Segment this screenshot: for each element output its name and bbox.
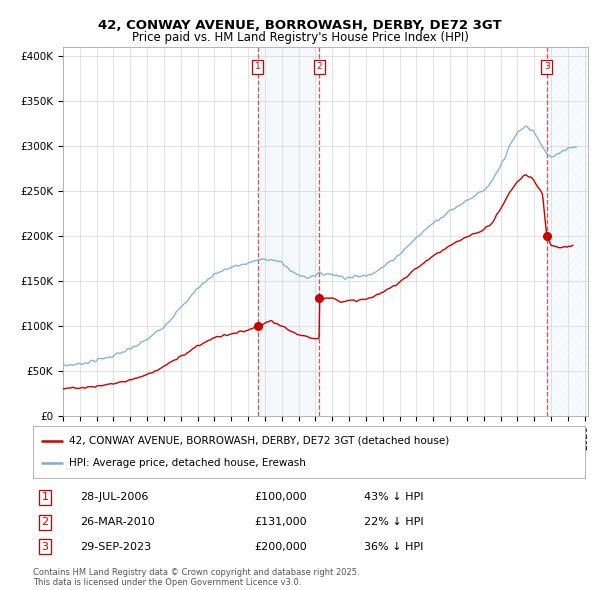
Text: £131,000: £131,000: [254, 517, 307, 527]
Bar: [257, 47, 319, 416]
Text: 29-SEP-2023: 29-SEP-2023: [80, 542, 151, 552]
Text: 2: 2: [41, 517, 49, 527]
Text: HPI: Average price, detached house, Erewash: HPI: Average price, detached house, Erew…: [69, 458, 306, 468]
Text: 3: 3: [41, 542, 49, 552]
Text: 1: 1: [255, 63, 260, 71]
Text: £100,000: £100,000: [254, 493, 307, 502]
Text: 26-MAR-2010: 26-MAR-2010: [80, 517, 155, 527]
Text: 28-JUL-2006: 28-JUL-2006: [80, 493, 148, 502]
Text: 42, CONWAY AVENUE, BORROWASH, DERBY, DE72 3GT (detached house): 42, CONWAY AVENUE, BORROWASH, DERBY, DE7…: [69, 435, 449, 445]
Bar: [547, 47, 588, 416]
Text: Price paid vs. HM Land Registry's House Price Index (HPI): Price paid vs. HM Land Registry's House …: [131, 31, 469, 44]
Text: 22% ↓ HPI: 22% ↓ HPI: [364, 517, 424, 527]
Text: Contains HM Land Registry data © Crown copyright and database right 2025.
This d: Contains HM Land Registry data © Crown c…: [33, 568, 359, 587]
Text: 2: 2: [316, 63, 322, 71]
Text: 42, CONWAY AVENUE, BORROWASH, DERBY, DE72 3GT: 42, CONWAY AVENUE, BORROWASH, DERBY, DE7…: [98, 19, 502, 32]
Text: 36% ↓ HPI: 36% ↓ HPI: [364, 542, 424, 552]
Text: £200,000: £200,000: [254, 542, 307, 552]
Text: 3: 3: [544, 63, 550, 71]
Text: 1: 1: [41, 493, 49, 502]
Text: 43% ↓ HPI: 43% ↓ HPI: [364, 493, 424, 502]
